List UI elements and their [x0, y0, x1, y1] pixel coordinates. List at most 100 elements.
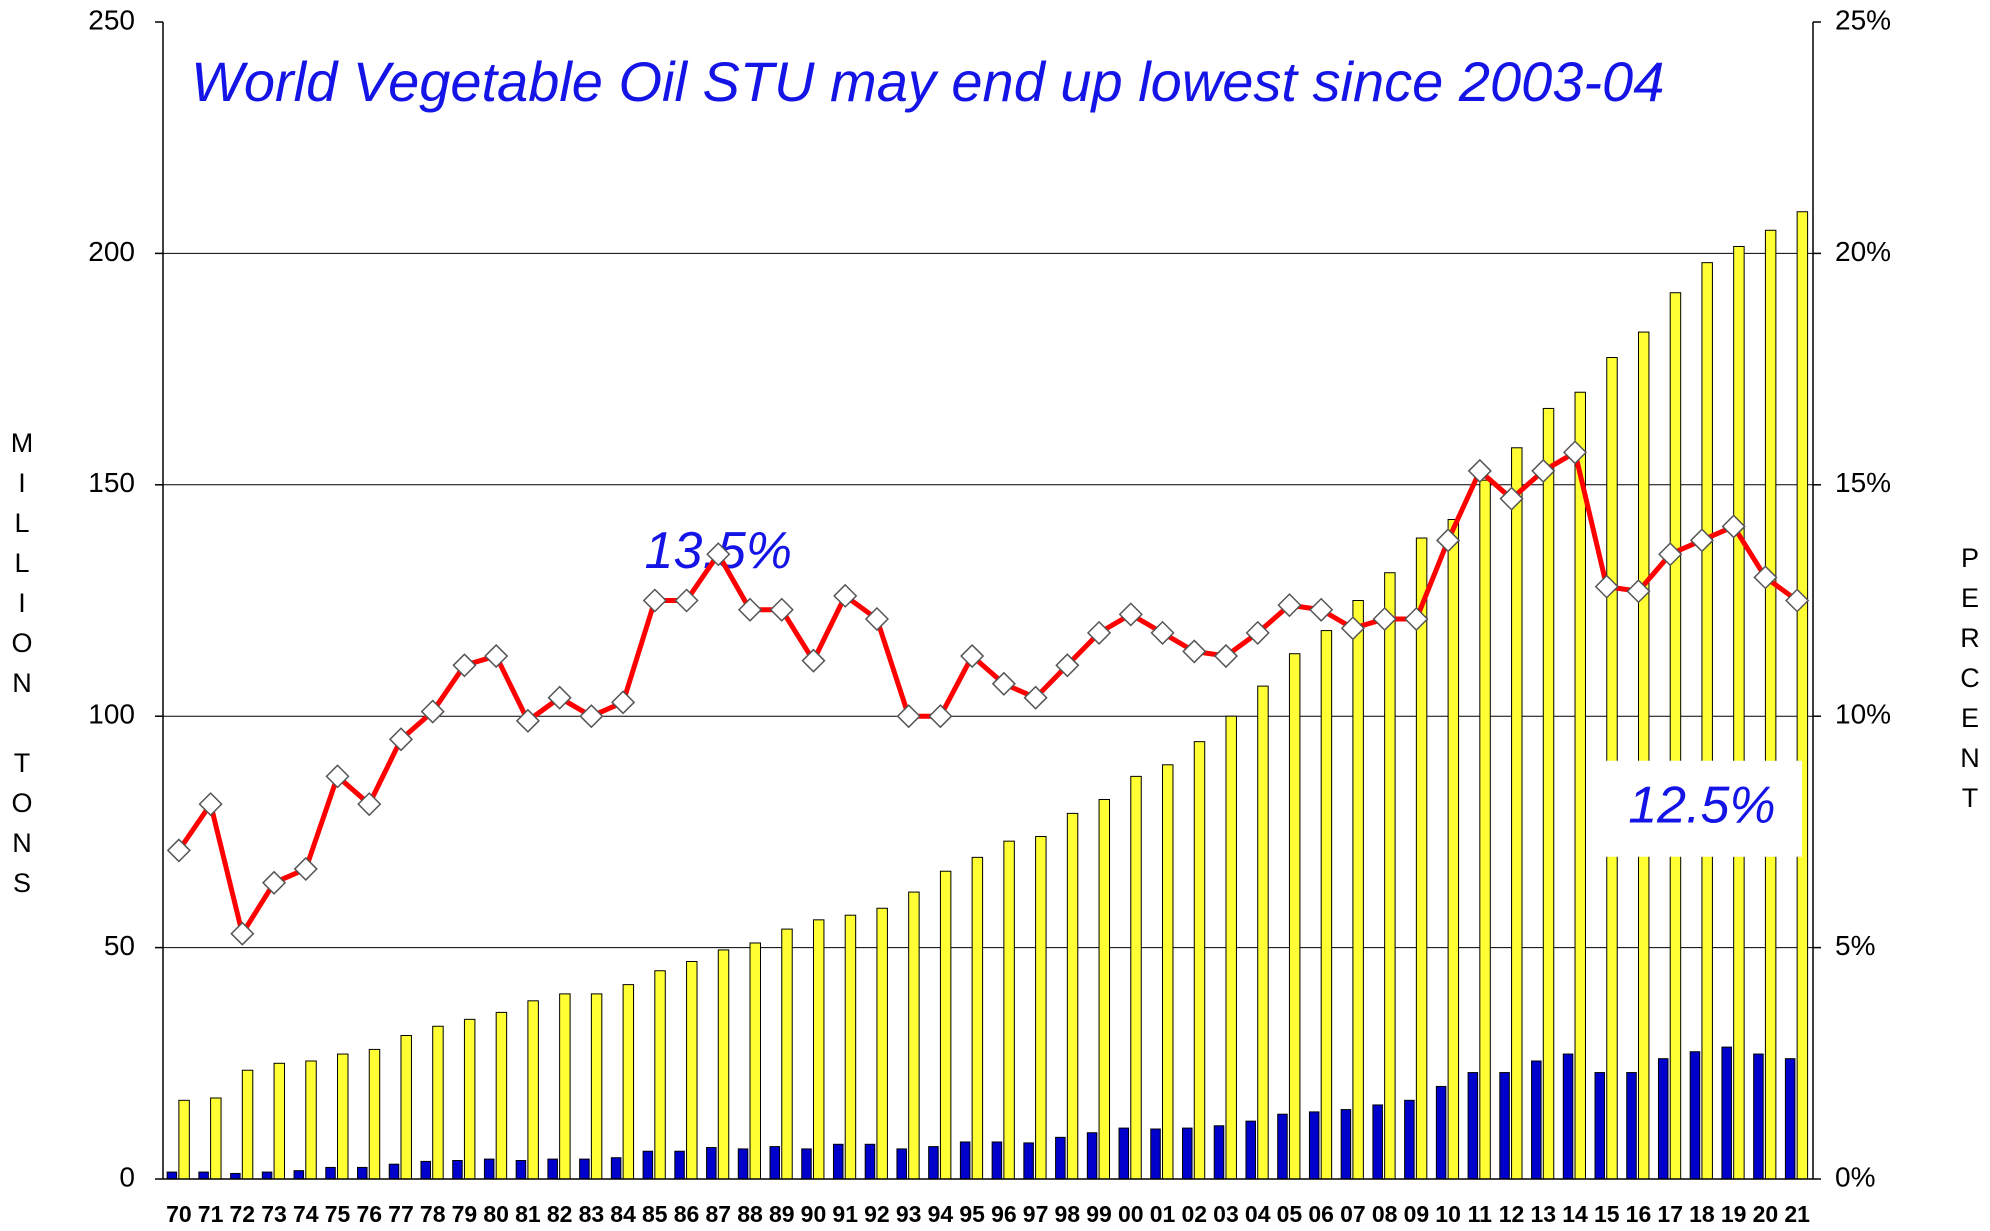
bar — [1193, 741, 1206, 1180]
bar — [1733, 245, 1745, 1180]
bar — [1213, 1125, 1225, 1180]
x-tick-label: 76 — [356, 1201, 382, 1227]
marker — [1213, 643, 1239, 669]
y2-tick-label: 25% — [1835, 4, 1891, 35]
marker — [388, 727, 414, 752]
bar — [1225, 715, 1237, 1180]
y2-tick-label: 20% — [1835, 236, 1891, 267]
x-tick-label: 82 — [547, 1201, 573, 1227]
x-tick-label: 21 — [1784, 1201, 1810, 1227]
x-tick-label: 81 — [515, 1201, 541, 1227]
x-tick-label: 74 — [293, 1201, 319, 1227]
bar — [432, 1025, 444, 1180]
x-tick-label: 12 — [1499, 1201, 1525, 1227]
marker — [1277, 593, 1302, 618]
marker — [864, 606, 890, 632]
y2-tick-label: 0% — [1835, 1161, 1875, 1192]
bar — [737, 1148, 749, 1180]
bar — [1594, 1072, 1606, 1180]
x-tick-label: 92 — [864, 1201, 890, 1227]
bar — [1023, 1142, 1034, 1180]
x-tick-label: 86 — [674, 1201, 700, 1227]
x-tick-label: 71 — [198, 1201, 224, 1227]
bar — [368, 1048, 381, 1180]
marker — [642, 588, 667, 613]
bar — [559, 993, 571, 1180]
x-tick-label: 19 — [1721, 1201, 1747, 1227]
x-tick-label: 91 — [832, 1201, 858, 1227]
marker — [1055, 653, 1080, 678]
bar — [939, 870, 952, 1180]
bar — [674, 1150, 685, 1180]
marker — [896, 704, 921, 729]
marker — [1499, 486, 1524, 511]
bar — [210, 1097, 222, 1180]
bar — [876, 907, 888, 1180]
bar — [1035, 836, 1047, 1180]
bar — [622, 984, 635, 1180]
marker — [1372, 606, 1397, 632]
bar — [686, 960, 698, 1180]
marker — [198, 792, 223, 817]
y2-tick-label: 15% — [1835, 467, 1891, 498]
bar — [166, 1171, 178, 1180]
bar — [908, 891, 920, 1180]
bar — [230, 1172, 241, 1180]
bar — [463, 1018, 476, 1180]
x-tick-label: 94 — [928, 1201, 954, 1227]
marker — [452, 653, 477, 678]
bar — [400, 1035, 412, 1180]
bar — [1689, 1051, 1701, 1180]
bar — [1118, 1127, 1130, 1180]
bar — [928, 1146, 939, 1180]
marker — [484, 643, 509, 669]
marker — [547, 685, 572, 710]
bar — [1086, 1132, 1098, 1180]
x-tick-label: 08 — [1372, 1201, 1398, 1227]
bar — [1384, 572, 1396, 1180]
marker — [230, 921, 255, 946]
marker — [1340, 616, 1365, 641]
bar — [1447, 519, 1460, 1180]
bar — [1404, 1099, 1415, 1180]
bar — [1796, 211, 1809, 1180]
y-tick-label: 50 — [104, 930, 135, 961]
bar — [1150, 1128, 1161, 1180]
bar — [1245, 1120, 1256, 1180]
marker — [515, 708, 540, 733]
chart-title: World Vegetable Oil STU may end up lowes… — [191, 50, 1664, 113]
x-tick-label: 97 — [1023, 1201, 1049, 1227]
bar — [1542, 407, 1555, 1180]
bar — [769, 1146, 781, 1180]
bar — [452, 1159, 463, 1180]
marker — [293, 856, 318, 881]
bar — [812, 919, 825, 1180]
bar — [1415, 537, 1428, 1180]
x-tick-label: 99 — [1086, 1201, 1112, 1227]
marker — [1118, 602, 1143, 627]
marker — [1309, 597, 1334, 622]
bar — [1055, 1136, 1066, 1180]
marker — [1658, 542, 1683, 567]
bar — [337, 1053, 349, 1180]
marker — [357, 792, 382, 817]
x-tick-label: 20 — [1753, 1201, 1779, 1227]
marker — [737, 597, 763, 622]
x-tick-label: 72 — [230, 1201, 256, 1227]
bar — [610, 1157, 622, 1180]
marker — [928, 704, 953, 729]
y2-tick-label: 5% — [1835, 930, 1875, 961]
x-tick-label: 03 — [1213, 1201, 1239, 1227]
marker — [325, 764, 350, 789]
x-tick-label: 04 — [1245, 1201, 1271, 1227]
bar — [642, 1150, 654, 1180]
x-tick-label: 18 — [1689, 1201, 1715, 1227]
marker — [611, 690, 636, 715]
bar — [495, 1011, 508, 1180]
bar — [1182, 1127, 1193, 1180]
x-tick-label: 80 — [483, 1201, 509, 1227]
x-tick-label: 85 — [642, 1201, 668, 1227]
